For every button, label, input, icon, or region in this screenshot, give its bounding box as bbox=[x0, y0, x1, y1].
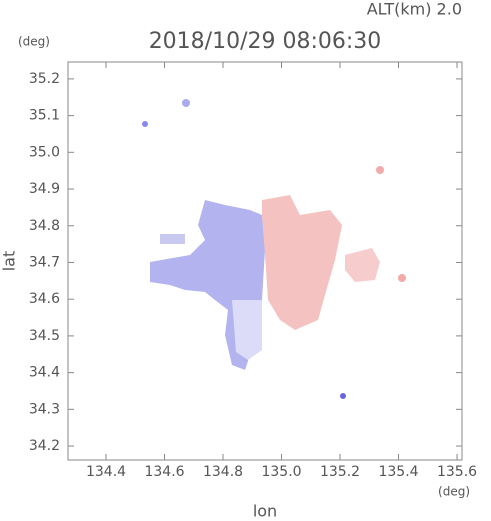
blue-light-region bbox=[232, 300, 262, 360]
echo bbox=[398, 274, 406, 282]
y-unit: (deg) bbox=[18, 35, 50, 49]
x-tick-label: 134.4 bbox=[86, 464, 126, 480]
altitude-label: ALT(km) 2.0 bbox=[367, 0, 462, 19]
echo bbox=[340, 393, 346, 399]
x-unit: (deg) bbox=[438, 485, 470, 499]
y-tick-label: 34.9 bbox=[29, 181, 60, 197]
x-tick-label: 135.0 bbox=[261, 464, 301, 480]
echo bbox=[376, 166, 384, 174]
y-tick-label: 34.4 bbox=[29, 365, 60, 381]
y-tick-label: 34.3 bbox=[29, 401, 60, 417]
velocity-field bbox=[142, 99, 406, 399]
y-axis-label: lat bbox=[0, 251, 19, 272]
y-tick-label: 34.5 bbox=[29, 328, 60, 344]
x-axis-label: lon bbox=[253, 502, 277, 521]
y-tick-label: 34.7 bbox=[29, 254, 60, 270]
y-tick-label: 34.6 bbox=[29, 291, 60, 307]
chart-title: 2018/10/29 08:06:30 bbox=[149, 29, 382, 54]
echo bbox=[182, 99, 190, 107]
red-region-east bbox=[345, 248, 380, 282]
x-tick-label: 135.6 bbox=[437, 464, 477, 480]
echo bbox=[142, 121, 148, 127]
y-tick-label: 35.2 bbox=[29, 71, 60, 87]
echo bbox=[160, 234, 185, 244]
axes: 134.4 134.6 134.8 135.0 135.2 135.4 135.6 34.2 3… bbox=[29, 62, 477, 480]
x-tick-label: 134.8 bbox=[203, 464, 243, 480]
y-tick-label: 35.0 bbox=[29, 144, 60, 160]
x-tick-label: 135.2 bbox=[320, 464, 360, 480]
x-tick-label: 135.4 bbox=[378, 464, 418, 480]
y-tick-label: 35.1 bbox=[29, 108, 60, 124]
plot-frame bbox=[67, 61, 463, 461]
y-tick-label: 34.2 bbox=[29, 438, 60, 454]
red-region bbox=[262, 195, 342, 330]
y-tick-label: 34.8 bbox=[29, 218, 60, 234]
x-tick-label: 134.6 bbox=[144, 464, 184, 480]
